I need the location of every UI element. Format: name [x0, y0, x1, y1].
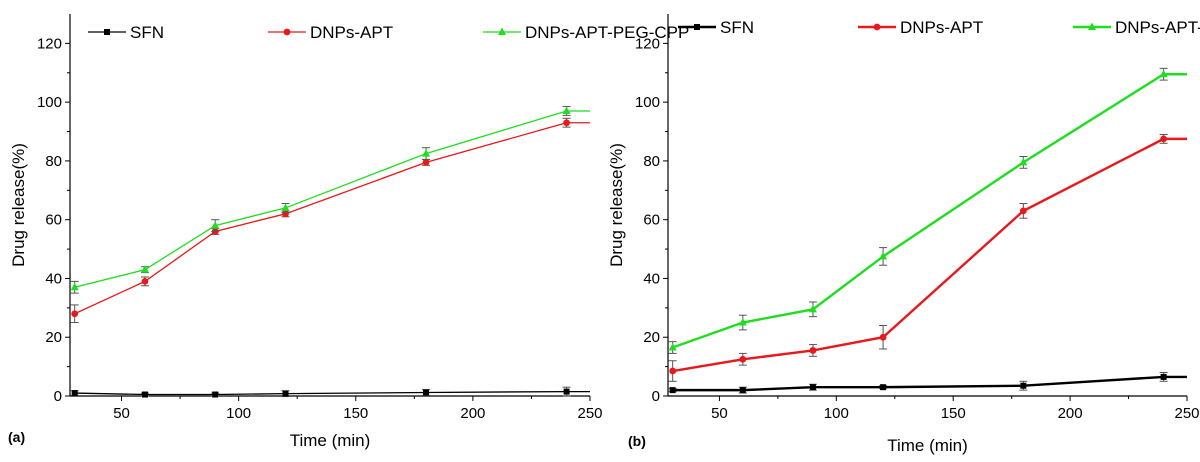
- data-point: [739, 387, 746, 394]
- y-tick-label: 40: [45, 270, 62, 287]
- series-SFN: [70, 386, 590, 398]
- data-point: [1160, 373, 1167, 380]
- data-point: [563, 119, 570, 127]
- y-tick-label: 100: [635, 94, 660, 111]
- y-tick-label: 60: [643, 212, 660, 229]
- y-tick-label: 120: [635, 35, 660, 52]
- data-point: [141, 391, 148, 398]
- data-point: [879, 333, 887, 341]
- legend: SFN DNPs-APT DNPs-APT-PEG-CPP: [678, 18, 1200, 37]
- data-point: [282, 390, 289, 397]
- series-DNPs-APT: [668, 133, 1187, 382]
- data-point: [498, 27, 506, 35]
- series-line: [74, 122, 590, 315]
- data-point: [422, 158, 430, 166]
- data-point: [422, 149, 431, 157]
- y-tick-label: 20: [45, 329, 62, 346]
- legend-label: DNPs-APT-PEG-CPP: [1115, 18, 1200, 37]
- y-tick-label: 80: [643, 153, 660, 170]
- y-tick-label: 0: [54, 388, 62, 405]
- x-axis-title: Time (min): [290, 431, 371, 450]
- data-point: [281, 203, 290, 211]
- data-point: [873, 23, 881, 31]
- data-point: [563, 388, 570, 395]
- x-tick-label: 200: [1058, 405, 1083, 422]
- y-tick-label: 60: [45, 212, 62, 229]
- data-point: [1159, 69, 1168, 78]
- legend: SFN DNPs-APT DNPs-APT-PEG-CPP: [88, 23, 689, 42]
- data-point: [880, 384, 887, 391]
- legend-label: SFN: [720, 18, 754, 37]
- data-point: [104, 29, 110, 35]
- legend-label: DNPs-APT-PEG-CPP: [525, 23, 689, 42]
- series-SFN: [668, 371, 1187, 394]
- y-tick-label: 0: [652, 388, 660, 405]
- data-point: [283, 28, 291, 36]
- y-tick-label: 80: [45, 153, 62, 170]
- panel-label: (a): [8, 429, 25, 445]
- series-line: [672, 73, 1187, 349]
- series-DNPs-APT-PEG-CPP: [668, 67, 1187, 354]
- y-tick-label: 120: [37, 35, 62, 52]
- data-point: [211, 221, 220, 229]
- y-tick-label: 40: [643, 270, 660, 287]
- series-DNPs-APT-PEG-CPP: [70, 106, 590, 294]
- data-point: [1019, 157, 1028, 166]
- legend-label: DNPs-APT: [900, 18, 983, 37]
- data-point: [70, 282, 79, 291]
- x-tick-label: 250: [577, 405, 602, 422]
- x-tick-label: 100: [226, 405, 251, 422]
- y-axis-title: Drug release(%): [607, 143, 626, 267]
- data-point: [669, 387, 676, 394]
- data-point: [1020, 382, 1027, 389]
- x-tick-label: 150: [343, 405, 368, 422]
- x-tick-label: 50: [113, 405, 130, 422]
- x-axis-title: Time (min): [887, 436, 968, 455]
- data-point: [423, 389, 430, 396]
- data-point: [738, 318, 747, 326]
- x-tick-label: 50: [711, 405, 728, 422]
- data-point: [879, 251, 888, 260]
- data-point: [1088, 22, 1096, 30]
- data-point: [668, 343, 677, 351]
- data-point: [71, 390, 78, 397]
- series-line: [672, 375, 1187, 392]
- data-point: [1019, 207, 1027, 215]
- legend-label: DNPs-APT: [310, 23, 393, 42]
- x-tick-label: 200: [460, 405, 485, 422]
- panel-b: 0 20 40 60 80 100 120 50 100 150 200 250 Drug releas…: [607, 14, 1200, 455]
- x-tick-label: 100: [824, 405, 849, 422]
- data-point: [739, 355, 747, 363]
- data-point: [562, 106, 571, 114]
- series-line: [672, 137, 1187, 373]
- series-DNPs-APT: [70, 117, 590, 324]
- data-point: [809, 347, 817, 354]
- data-point: [808, 304, 817, 313]
- data-point: [141, 278, 149, 285]
- x-tick-label: 250: [1174, 405, 1199, 422]
- legend-label: SFN: [130, 23, 164, 42]
- panel-label: (b): [628, 433, 646, 449]
- y-tick-label: 100: [37, 94, 62, 111]
- data-point: [809, 384, 816, 391]
- data-point: [1160, 135, 1168, 143]
- y-tick-label: 20: [643, 329, 660, 346]
- data-point: [669, 367, 677, 375]
- data-point: [140, 265, 149, 273]
- data-point: [71, 310, 79, 318]
- series-line: [74, 390, 590, 396]
- y-axis-title: Drug release(%): [9, 143, 28, 267]
- data-point: [694, 24, 700, 30]
- data-point: [212, 391, 219, 398]
- x-tick-label: 150: [941, 405, 966, 422]
